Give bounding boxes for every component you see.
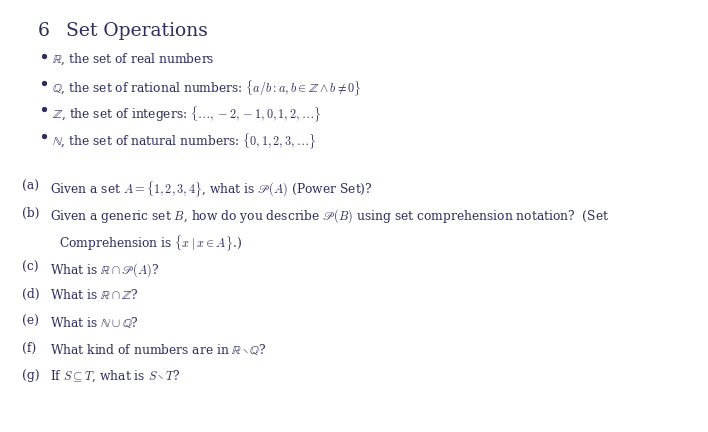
Text: $\mathbb{R}$, the set of real numbers: $\mathbb{R}$, the set of real numbers (52, 52, 215, 67)
Text: (d): (d) (22, 288, 40, 301)
Text: $\mathbb{Z}$, the set of integers: $\{\ldots, -2, -1, 0, 1, 2, \ldots\}$: $\mathbb{Z}$, the set of integers: $\{\l… (52, 105, 321, 124)
Text: (a): (a) (22, 180, 39, 193)
Text: (g): (g) (22, 369, 40, 382)
Text: $\mathbb{N}$, the set of natural numbers: $\{0, 1, 2, 3, \ldots\}$: $\mathbb{N}$, the set of natural numbers… (52, 131, 316, 151)
Text: $\mathbb{Q}$, the set of rational numbers: $\{a/b : a, b \in \mathbb{Z} \wedge b: $\mathbb{Q}$, the set of rational number… (52, 79, 362, 98)
Text: What is $\mathbb{R} \cap \mathscr{P}(A)$?: What is $\mathbb{R} \cap \mathscr{P}(A)$… (50, 261, 159, 279)
Text: What kind of numbers are in $\mathbb{R} \setminus \mathbb{Q}$?: What kind of numbers are in $\mathbb{R} … (50, 342, 267, 357)
Text: What is $\mathbb{N} \cup \mathbb{Q}$?: What is $\mathbb{N} \cup \mathbb{Q}$? (50, 315, 139, 330)
Text: (e): (e) (22, 315, 39, 328)
Text: (f): (f) (22, 342, 36, 355)
Text: Given a set $A = \{1,2,3,4\}$, what is $\mathscr{P}(A)$ (Power Set)?: Given a set $A = \{1,2,3,4\}$, what is $… (50, 180, 372, 199)
Text: (c): (c) (22, 261, 39, 274)
Text: (b): (b) (22, 207, 40, 220)
Text: Given a generic set $B$, how do you describe $\mathscr{P}(B)$ using set comprehe: Given a generic set $B$, how do you desc… (50, 207, 609, 225)
Text: What is $\mathbb{R} \cap \mathbb{Z}$?: What is $\mathbb{R} \cap \mathbb{Z}$? (50, 288, 139, 302)
Text: If $S \subseteq T$, what is $S \setminus T$?: If $S \subseteq T$, what is $S \setminus… (50, 369, 181, 384)
Text: Comprehension is $\{x \mid x \in A\}$.): Comprehension is $\{x \mid x \in A\}$.) (59, 234, 242, 253)
Text: 6: 6 (38, 22, 50, 40)
Text: Set Operations: Set Operations (66, 22, 208, 40)
